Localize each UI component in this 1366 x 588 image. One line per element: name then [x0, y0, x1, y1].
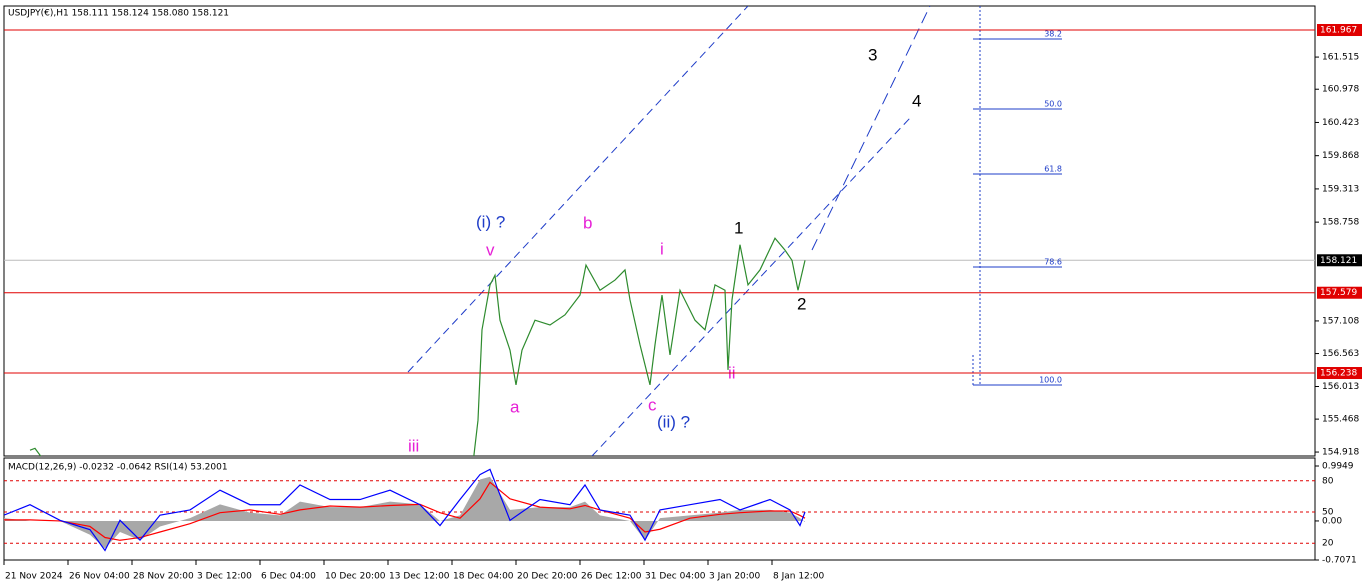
- x-tick-label: 8 Jan 12:00: [773, 572, 825, 582]
- trend-line: [811, 6, 931, 251]
- level-tag: [1317, 24, 1362, 37]
- fib-label: 38.2: [1044, 30, 1062, 39]
- wave-label: (ii) ?: [657, 412, 690, 431]
- wave-label: b: [583, 213, 592, 232]
- x-tick-label: 3 Jan 20:00: [709, 572, 761, 582]
- y-tick-label: 0.00: [1322, 516, 1342, 526]
- price-line-series: [29, 237, 806, 456]
- y-tick-label: 157.108: [1322, 316, 1359, 326]
- y-tick-label: 0.9949: [1322, 462, 1354, 472]
- level-label: 161.967: [1320, 26, 1357, 36]
- y-tick-label: 154.918: [1322, 448, 1359, 458]
- wave-label: i: [660, 239, 664, 258]
- macd-histogram: [4, 476, 805, 549]
- wave-label: a: [510, 397, 520, 416]
- fib-label: 78.6: [1044, 258, 1062, 267]
- price-plot: [4, 29, 1315, 456]
- wave-label: 4: [912, 91, 921, 110]
- y-tick-label: 156.013: [1322, 382, 1359, 392]
- wave-label: iii: [408, 436, 419, 455]
- x-tick-label: 31 Dec 04:00: [645, 572, 706, 582]
- price-label: 158.121: [1320, 256, 1357, 266]
- y-tick-label: 155.468: [1322, 415, 1359, 425]
- signal-line: [4, 481, 806, 541]
- y-tick-label: 158.758: [1322, 218, 1359, 228]
- level-tag: [1317, 367, 1362, 380]
- wave-label: c: [648, 395, 657, 414]
- x-tick-label: 28 Nov 20:00: [133, 572, 194, 582]
- x-tick-label: 26 Nov 04:00: [69, 572, 130, 582]
- trend-line: [407, 6, 749, 373]
- x-tick-label: 3 Dec 12:00: [197, 572, 252, 582]
- y-tick-label: 160.978: [1322, 85, 1359, 95]
- rsi-line: [4, 468, 806, 552]
- wave-label: 2: [797, 294, 806, 313]
- indicator-header: MACD(12,26,9) -0.0232 -0.0642 RSI(14) 53…: [8, 463, 228, 473]
- trend-lines: [407, 6, 981, 456]
- wave-label: v: [486, 240, 495, 259]
- x-tick-label: 26 Dec 12:00: [581, 572, 642, 582]
- y-tick-label: 161.515: [1322, 53, 1359, 63]
- x-tick-label: 20 Dec 20:00: [517, 572, 578, 582]
- y2-tick-label: 20: [1322, 539, 1334, 549]
- fib-label: 61.8: [1044, 165, 1062, 174]
- y-tick-label: 156.563: [1322, 349, 1359, 359]
- indicator-plot: [4, 468, 1315, 552]
- y-tick-label: 160.423: [1322, 118, 1359, 128]
- x-tick-label: 6 Dec 04:00: [261, 572, 316, 582]
- level-label: 157.579: [1320, 288, 1357, 298]
- level-tag: [1317, 286, 1362, 299]
- price-panel: [3, 5, 1316, 457]
- price-tag: [1317, 254, 1362, 267]
- chart-header: USDJPY(€),H1 158.111 158.124 158.080 158…: [8, 9, 229, 19]
- x-tick-label: 13 Dec 12:00: [389, 572, 450, 582]
- y2-tick-label: 80: [1322, 476, 1334, 486]
- wave-label: (i) ?: [476, 212, 505, 231]
- fib-label: 50.0: [1044, 100, 1062, 109]
- x-tick-label: 21 Nov 2024: [5, 572, 63, 582]
- y2-tick-label: 50: [1322, 508, 1334, 518]
- x-tick-label: 10 Dec 20:00: [325, 572, 386, 582]
- y-tick-label: 159.313: [1322, 184, 1359, 194]
- level-label: 156.238: [1320, 369, 1357, 379]
- x-tick-label: 18 Dec 04:00: [453, 572, 514, 582]
- fib-label: 100.0: [1039, 376, 1062, 385]
- y-tick-label: 159.868: [1322, 151, 1359, 161]
- wave-label: 1: [734, 218, 743, 237]
- wave-label: 3: [868, 45, 877, 64]
- indicator-panel: [3, 457, 1316, 561]
- y-tick-label: -0.7071: [1322, 556, 1357, 566]
